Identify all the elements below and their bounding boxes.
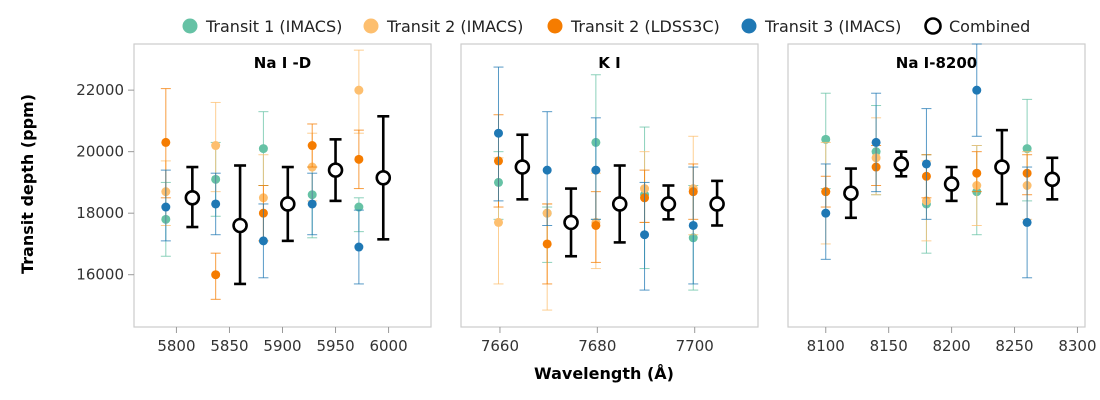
legend-item-combined: Combined [924,17,1030,36]
y-axis-title: Transit depth (ppm) [18,94,37,274]
x-tick-label: 8150 [870,337,908,355]
panel-title: Na I -D [254,54,311,72]
x-tick-label: 8250 [995,337,1033,355]
data-point [493,217,503,227]
data-point [184,190,201,206]
y-tick-label: 18000 [76,204,124,222]
legend-item-transit-1-imacs: Transit 1 (IMACS) [182,17,342,36]
legend-label: Transit 2 (LDSS3C) [570,17,720,36]
x-tick-label: 7680 [578,337,616,355]
panel-frame [133,43,432,328]
data-point [161,137,171,147]
legend-swatch [182,18,198,34]
x-tick-label: 8200 [933,337,971,355]
data-point [871,137,881,147]
x-tick-label: 7660 [481,337,519,355]
series-combined [843,128,1061,220]
data-point [709,196,725,212]
data-point [542,165,552,175]
data-point [211,199,221,209]
x-tick-label: 5850 [210,337,248,355]
data-point [542,239,552,249]
panel-frame [460,43,759,328]
data-point [211,270,221,280]
data-point [211,141,221,151]
panels: Na I -D 5800 5850 5900 5950 6000 16000 18000 200… [76,43,1097,355]
data-point [994,159,1010,175]
data-point [611,196,628,212]
panel-frame [787,43,1086,328]
data-point [354,154,364,164]
legend-item-transit-3-imacs: Transit 3 (IMACS) [741,17,901,36]
panel-na-i-8200: Na I-8200 8100 8150 8200 8250 8300 [787,43,1097,355]
data-point [354,242,364,252]
legend-item-transit-2-ldss3c: Transit 2 (LDSS3C) [547,17,720,36]
y-tick-label: 22000 [76,81,124,99]
legend-item-transit-2-imacs: Transit 2 (IMACS) [363,17,523,36]
data-point [232,217,248,234]
data-point [258,144,268,154]
x-tick-label: 8100 [807,337,845,355]
x-tick-label: 8300 [1058,337,1096,355]
y-tick-label: 16000 [76,266,124,284]
x-tick-label: 6000 [369,337,407,355]
data-point [375,170,392,186]
data-point [921,159,931,169]
data-point [893,156,910,172]
data-point [821,134,831,144]
x-tick-label: 5900 [263,337,301,355]
data-point [161,202,171,212]
data-point [688,220,698,230]
data-point [1044,171,1061,188]
series-transit-3-imacs [493,66,699,291]
data-point [640,230,650,240]
series-combined [184,114,392,286]
data-point [493,128,503,138]
panel-title: K I [598,54,620,72]
legend-swatch [741,18,757,34]
x-tick-label: 5800 [157,337,195,355]
legend-swatch [547,18,563,34]
data-point [280,196,296,212]
data-point [843,185,859,201]
panel-title: Na I-8200 [896,54,977,72]
x-tick-label: 5950 [316,337,354,355]
data-point [1022,217,1032,227]
legend-swatch [924,17,942,35]
y-tick-label: 20000 [76,143,124,161]
data-point [972,168,982,178]
legend-label: Transit 2 (IMACS) [386,17,523,36]
data-point [1022,144,1032,154]
panel-na-i-d: Na I -D 5800 5850 5900 5950 6000 16000 18000 200… [76,43,432,355]
data-point [943,176,960,192]
data-point [307,199,317,209]
x-axis-title: Wavelength (Å) [534,364,674,383]
legend-swatch [363,18,379,34]
data-point [514,159,531,175]
data-point [307,141,317,151]
series-combined [514,133,725,258]
data-point [660,196,677,212]
data-point [972,85,982,95]
data-point [258,236,268,246]
panel-k-i: K I 7660 7680 7700 [460,43,759,355]
legend-label: Transit 1 (IMACS) [205,17,342,36]
data-point [591,220,601,230]
legend-label: Combined [949,17,1030,36]
data-point [563,214,579,231]
data-point [591,165,601,175]
data-point [354,202,364,212]
x-tick-label: 7700 [676,337,714,355]
legend-label: Transit 3 (IMACS) [764,17,901,36]
series-transit-3-imacs [160,169,364,285]
data-point [354,85,364,95]
legend: Transit 1 (IMACS) Transit 2 (IMACS) Transi… [182,17,1030,36]
data-point [327,162,344,178]
data-point [821,208,831,218]
series-transit-3-imacs [820,43,1033,279]
